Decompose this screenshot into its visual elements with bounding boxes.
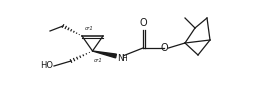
Text: O: O — [140, 18, 148, 28]
Text: or1: or1 — [93, 58, 102, 63]
Text: N: N — [117, 54, 124, 63]
Text: O: O — [161, 43, 168, 53]
Text: H: H — [122, 54, 127, 63]
Text: HO: HO — [40, 62, 53, 70]
Polygon shape — [93, 51, 116, 58]
Text: or1: or1 — [85, 26, 94, 31]
